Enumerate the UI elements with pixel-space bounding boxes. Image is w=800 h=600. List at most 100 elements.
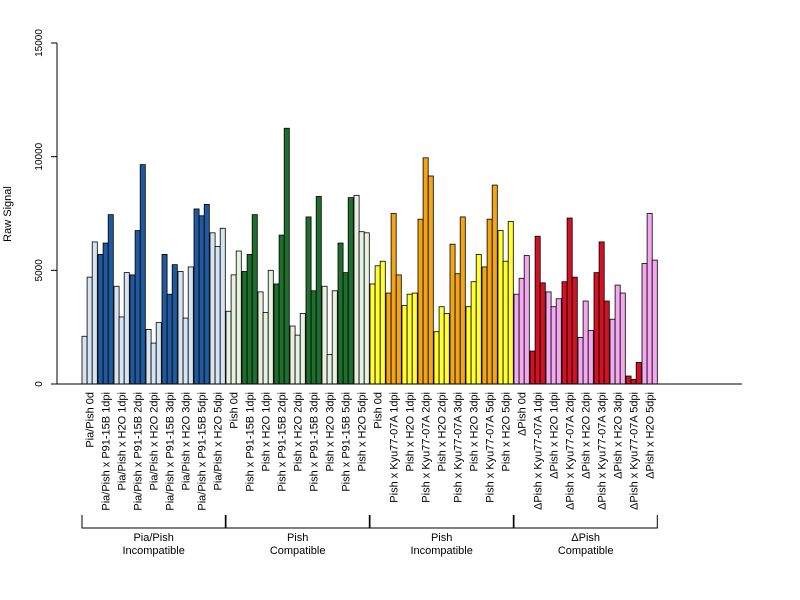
bar (406, 293, 413, 385)
bar (326, 354, 333, 385)
x-tick-label: Pish x P91-15B 3dpi (309, 392, 321, 492)
x-tick-label: ΔPish x Kyu77-07A 3dpi (597, 392, 609, 510)
y-tick-label: 0 (34, 381, 45, 387)
bar (609, 318, 616, 385)
x-tick-label: ΔPish x Kyu77-07A 5dpi (629, 392, 641, 510)
group-label-line2: Incompatible (122, 545, 184, 557)
bar (118, 316, 125, 385)
bar (443, 313, 450, 385)
bar (182, 317, 189, 385)
bar (203, 204, 210, 385)
bar (161, 254, 168, 385)
x-tick-label: Pish x P91-15B 2dpi (277, 392, 289, 492)
bar (214, 246, 221, 385)
x-tick-label: Pish x Kyu77-07A 1dpi (389, 392, 401, 503)
group-label-line2: Incompatible (410, 545, 472, 557)
bar (139, 164, 146, 385)
bar (246, 254, 253, 385)
bar (481, 266, 488, 385)
group-label-line2: Compatible (270, 545, 326, 557)
x-tick-label: Pish x H2O 2dpi (437, 392, 449, 471)
bar (209, 232, 216, 385)
bar (502, 260, 509, 385)
bar (267, 269, 274, 385)
bar (113, 285, 120, 385)
bar (235, 250, 242, 385)
x-tick-label: Pish x H2O 5dpi (357, 392, 369, 471)
x-tick-label: Pish x H2O 3dpi (469, 392, 481, 471)
bar (571, 276, 578, 385)
bar (150, 342, 157, 385)
bar (433, 331, 440, 385)
bar (582, 300, 589, 385)
bar (166, 293, 173, 385)
x-tick-label: Pish x H2O 5dpi (501, 392, 513, 471)
bar (411, 292, 418, 385)
x-tick-labels: Pia/Pish 0d Pia/Pish x P91-15B 1dpi Pia/Pi… (85, 392, 657, 511)
x-tick-label: Pish x P91-15B 5dpi (341, 392, 353, 492)
x-tick-label: Pia/Pish x H2O 2dpi (149, 392, 161, 490)
x-tick-label: Pish x Kyu77-07A 3dpi (453, 392, 465, 503)
group-bracket (225, 515, 370, 529)
bar (331, 290, 338, 385)
bars-layer (81, 127, 658, 385)
bar (369, 283, 376, 385)
x-tick-label: Pia/Pish 0d (85, 392, 97, 448)
bar (145, 329, 152, 385)
bar (385, 292, 392, 385)
bar (417, 218, 424, 385)
x-tick-label: Pish x Kyu77-07A 2dpi (421, 392, 433, 503)
bar (390, 213, 397, 385)
bar (102, 242, 109, 385)
bar (262, 311, 269, 385)
bar (230, 274, 237, 385)
bar (603, 300, 610, 385)
bar (587, 330, 594, 385)
bar (529, 350, 536, 385)
bar (427, 175, 434, 385)
y-tick-label: 15000 (34, 29, 45, 57)
x-tick-label: Pia/Pish x H2O 1dpi (117, 392, 129, 490)
bar (187, 266, 194, 385)
bar (155, 322, 162, 385)
x-tick-label: Pish x H2O 3dpi (325, 392, 337, 471)
bar (593, 272, 600, 385)
x-tick-label: Pish x P91-15B 1dpi (245, 392, 257, 492)
x-tick-label: ΔPish 0d (517, 392, 529, 436)
bar (81, 335, 88, 385)
bar (651, 259, 658, 385)
bar (107, 214, 114, 385)
bar (518, 277, 525, 385)
bar (491, 184, 498, 385)
bar (123, 272, 130, 385)
bar (310, 290, 317, 385)
bar (577, 336, 584, 385)
bar (177, 271, 184, 385)
bar (475, 254, 482, 385)
bar (465, 306, 472, 385)
bar (513, 293, 520, 385)
bar (374, 265, 381, 385)
bar (545, 291, 552, 385)
axes-layer: 0 5000 10000 15000 (34, 29, 742, 387)
group-bracket (513, 515, 658, 529)
x-tick-label: ΔPish x H2O 2dpi (581, 392, 593, 479)
bar (225, 310, 232, 385)
x-tick-label: Pia/Pish x P91-15B 5dpi (197, 392, 209, 511)
bar (379, 260, 386, 385)
bar (507, 221, 514, 385)
bar (257, 291, 264, 385)
x-tick-label: Pish 0d (373, 392, 385, 429)
bar (273, 283, 280, 385)
bar (251, 214, 258, 385)
bar (459, 216, 466, 385)
bar (641, 263, 648, 385)
bar (129, 274, 136, 385)
bar (198, 215, 205, 385)
bar (619, 292, 626, 385)
x-tick-label: Pia/Pish x P91-15B 2dpi (133, 392, 145, 511)
bar (294, 334, 301, 385)
group-bracket (369, 515, 514, 529)
bar (358, 231, 365, 385)
